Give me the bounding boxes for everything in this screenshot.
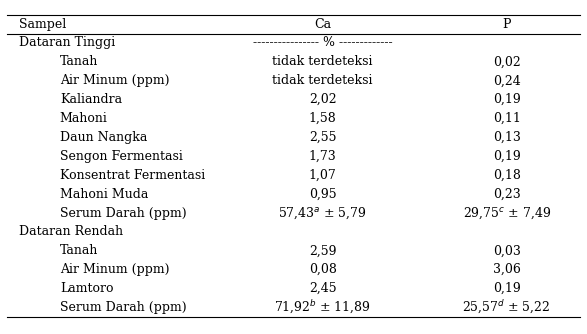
Text: 0,11: 0,11: [493, 112, 521, 125]
Text: Ca: Ca: [314, 18, 331, 31]
Text: 3,06: 3,06: [493, 263, 521, 276]
Text: Sengon Fermentasi: Sengon Fermentasi: [60, 150, 183, 163]
Text: 1,07: 1,07: [309, 169, 336, 182]
Text: Daun Nangka: Daun Nangka: [60, 131, 147, 144]
Text: tidak terdeteksi: tidak terdeteksi: [272, 74, 373, 87]
Text: 2,45: 2,45: [309, 282, 336, 295]
Text: 1,73: 1,73: [309, 150, 336, 163]
Text: Lamtoro: Lamtoro: [60, 282, 113, 295]
Text: 0,08: 0,08: [309, 263, 337, 276]
Text: 71,92$^b$ ± 11,89: 71,92$^b$ ± 11,89: [274, 299, 371, 316]
Text: 0,24: 0,24: [493, 74, 521, 87]
Text: ---------------- % -------------: ---------------- % -------------: [253, 36, 393, 49]
Text: tidak terdeteksi: tidak terdeteksi: [272, 55, 373, 68]
Text: 25,57$^d$ ± 5,22: 25,57$^d$ ± 5,22: [463, 299, 551, 316]
Text: 1,58: 1,58: [309, 112, 336, 125]
Text: 0,13: 0,13: [493, 131, 521, 144]
Text: Air Minum (ppm): Air Minum (ppm): [60, 74, 169, 87]
Text: Kaliandra: Kaliandra: [60, 93, 122, 106]
Text: Serum Darah (ppm): Serum Darah (ppm): [60, 301, 187, 314]
Text: Tanah: Tanah: [60, 244, 98, 258]
Text: 0,95: 0,95: [309, 188, 336, 201]
Text: Serum Darah (ppm): Serum Darah (ppm): [60, 206, 187, 219]
Text: 2,02: 2,02: [309, 93, 336, 106]
Text: Tanah: Tanah: [60, 55, 98, 68]
Text: 0,23: 0,23: [493, 188, 521, 201]
Text: 57,43$^a$ ± 5,79: 57,43$^a$ ± 5,79: [278, 205, 367, 221]
Text: P: P: [502, 18, 511, 31]
Text: Mahoni Muda: Mahoni Muda: [60, 188, 148, 201]
Text: 0,19: 0,19: [493, 150, 521, 163]
Text: Konsentrat Fermentasi: Konsentrat Fermentasi: [60, 169, 205, 182]
Text: Air Minum (ppm): Air Minum (ppm): [60, 263, 169, 276]
Text: Dataran Rendah: Dataran Rendah: [19, 225, 123, 238]
Text: 0,18: 0,18: [493, 169, 521, 182]
Text: 2,59: 2,59: [309, 244, 336, 258]
Text: 0,02: 0,02: [493, 55, 521, 68]
Text: 2,55: 2,55: [309, 131, 336, 144]
Text: Sampel: Sampel: [19, 18, 66, 31]
Text: 29,75$^c$ ± 7,49: 29,75$^c$ ± 7,49: [463, 205, 551, 221]
Text: Dataran Tinggi: Dataran Tinggi: [19, 36, 115, 49]
Text: 0,19: 0,19: [493, 93, 521, 106]
Text: 0,03: 0,03: [493, 244, 521, 258]
Text: 0,19: 0,19: [493, 282, 521, 295]
Text: Mahoni: Mahoni: [60, 112, 107, 125]
